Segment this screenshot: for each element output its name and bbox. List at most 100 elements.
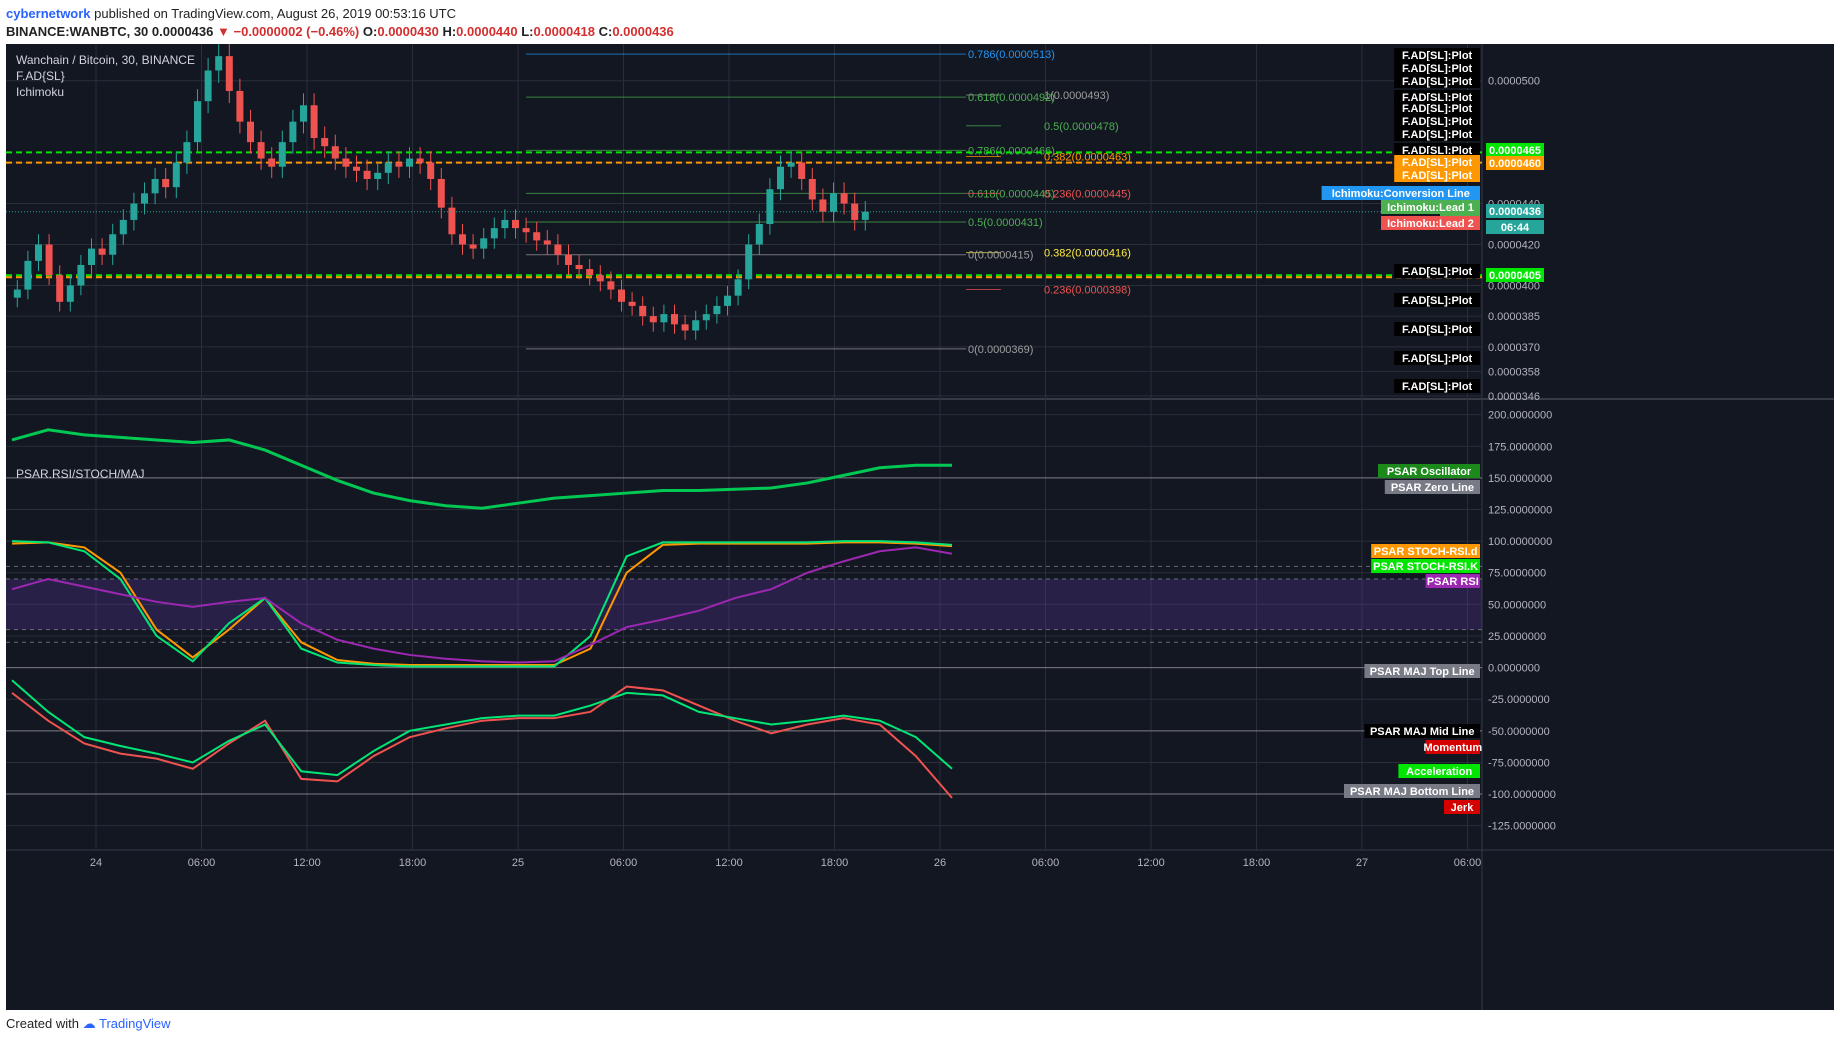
candle-body xyxy=(98,248,106,255)
chart-area[interactable]: 24 06:00 12:00 18:00 25 06:00 12:00 18:00 26 06:0… xyxy=(6,43,1834,1010)
candle-body xyxy=(777,166,784,190)
osc-right-label-box xyxy=(1344,784,1480,798)
candle-body xyxy=(204,70,212,102)
right-label-box xyxy=(1394,264,1480,278)
candle-body xyxy=(660,314,668,323)
symbol-ohlc-line: BINANCE:WANBTC, 30 0.0000436 ▼ −0.000000… xyxy=(6,24,674,39)
right-label-box xyxy=(1394,74,1480,88)
right-label: 0.0000460 xyxy=(1489,158,1541,170)
right-label: F.AD[SL]:Plot xyxy=(1402,324,1473,336)
y-tick-label-osc: 0.0000000 xyxy=(1488,663,1540,675)
candle-body xyxy=(395,162,403,167)
x-tick-label: 06:00 xyxy=(1454,857,1482,869)
candle-body xyxy=(427,162,435,179)
candle-body xyxy=(554,244,562,255)
candle-body xyxy=(543,240,551,245)
y-tick-label-osc: -50.0000000 xyxy=(1488,726,1550,738)
candle-body xyxy=(851,203,859,220)
candle-body xyxy=(702,314,710,321)
fib-level-label: 0.236(0.0000445) xyxy=(1044,188,1131,200)
candle-body xyxy=(321,138,329,147)
candle-body xyxy=(628,301,636,306)
candle-body xyxy=(469,244,477,249)
candle-body xyxy=(374,172,382,179)
candle-body xyxy=(437,178,445,208)
right-label-box xyxy=(1486,220,1544,234)
candle-body xyxy=(119,219,127,235)
symbol-label: BINANCE:WANBTC, 30 xyxy=(6,24,149,39)
fib-level-label: 0.5(0.0000478) xyxy=(1044,121,1119,133)
tradingview-logo-icon: ☁ xyxy=(82,1016,96,1031)
fib-level-label: 0.786(0.0000466) xyxy=(968,145,1055,157)
x-tick-label: 18:00 xyxy=(1243,857,1271,869)
candle-body xyxy=(172,162,180,188)
candle-body xyxy=(501,219,509,229)
candle-body xyxy=(830,193,837,212)
right-label: F.AD[SL]:Plot xyxy=(1402,353,1473,365)
candle-body xyxy=(66,285,74,302)
candle-body xyxy=(639,305,647,317)
x-tick-label: 18:00 xyxy=(821,857,849,869)
candle-body xyxy=(724,295,731,306)
publish-line: cybernetwork published on TradingView.co… xyxy=(6,6,456,21)
chart-background xyxy=(6,44,1834,1010)
candle-body xyxy=(215,56,223,71)
right-label: F.AD[SL]:Plot xyxy=(1402,170,1473,182)
y-tick-label-osc: -75.0000000 xyxy=(1488,757,1550,769)
candle-body xyxy=(692,320,700,331)
legend-indicator-ichimoku[interactable]: Ichimoku xyxy=(16,85,65,99)
close-label: C: xyxy=(598,24,613,39)
right-label-box xyxy=(1394,127,1480,141)
candle-body xyxy=(109,234,117,255)
published-text: published on TradingView.com, August 26,… xyxy=(94,6,457,21)
y-tick-label: 0.0000400 xyxy=(1488,280,1540,292)
fib-level-label: 0.236(0.0000398) xyxy=(1044,285,1131,297)
author-link[interactable]: cybernetwork xyxy=(6,6,91,21)
candle-body xyxy=(247,121,254,143)
close-value: 0.0000436 xyxy=(612,24,674,39)
candle-body xyxy=(24,260,32,290)
candle-body xyxy=(331,146,339,159)
right-label-box xyxy=(1394,143,1480,157)
y-tick-label-osc: 175.0000000 xyxy=(1488,441,1552,453)
right-label: 0.0000436 xyxy=(1489,206,1541,218)
down-triangle-icon: ▼ xyxy=(217,24,230,39)
y-tick-label-osc: 75.0000000 xyxy=(1488,568,1546,580)
series-line xyxy=(11,540,953,668)
x-tick-label: 12:00 xyxy=(293,857,321,869)
candle-body xyxy=(13,289,21,298)
osc-right-label: Momentum xyxy=(1423,742,1482,754)
footer-brand[interactable]: TradingView xyxy=(99,1016,171,1031)
right-label-box xyxy=(1394,114,1480,128)
pane2-title[interactable]: PSAR.RSI/STOCH/MAJ xyxy=(16,467,145,481)
right-label: F.AD[SL]:Plot xyxy=(1402,76,1473,88)
y-tick-label-osc: 200.0000000 xyxy=(1488,410,1552,422)
right-label-box xyxy=(1394,90,1480,104)
osc-right-label: PSAR STOCH-RSI.K xyxy=(1373,561,1478,573)
series-line xyxy=(11,679,953,777)
osc-right-label: PSAR MAJ Bottom Line xyxy=(1350,786,1474,798)
candle-body xyxy=(565,254,572,265)
fib-level-label: 0.382(0.0000463) xyxy=(1044,151,1131,163)
right-label-box xyxy=(1486,204,1544,218)
osc-right-label-box xyxy=(1364,664,1480,678)
candle-body xyxy=(607,281,615,290)
candle-body xyxy=(533,232,541,241)
right-label: F.AD[SL]:Plot xyxy=(1402,129,1473,141)
candle-body xyxy=(787,162,795,167)
fib-level-label: 1(0.0000493) xyxy=(1044,90,1109,102)
footer: Created with ☁ TradingView xyxy=(6,1016,171,1038)
osc-right-label-box xyxy=(1444,800,1480,814)
series-line xyxy=(11,685,953,799)
candle-body xyxy=(406,158,413,167)
y-tick-label-osc: -125.0000000 xyxy=(1488,821,1556,833)
candle-body xyxy=(363,170,371,179)
y-tick-label: 0.0000420 xyxy=(1488,239,1540,251)
right-label: F.AD[SL]:Plot xyxy=(1402,103,1473,115)
right-label-box xyxy=(1394,322,1480,336)
osc-right-label-box xyxy=(1425,740,1480,754)
right-label: F.AD[SL]:Plot xyxy=(1402,295,1473,307)
chart-svg[interactable]: 24 06:00 12:00 18:00 25 06:00 12:00 18:00 26 06:0… xyxy=(6,43,1834,1010)
osc-right-label-box xyxy=(1371,559,1480,573)
legend-indicator-fad[interactable]: F.AD{SL} xyxy=(16,69,65,83)
